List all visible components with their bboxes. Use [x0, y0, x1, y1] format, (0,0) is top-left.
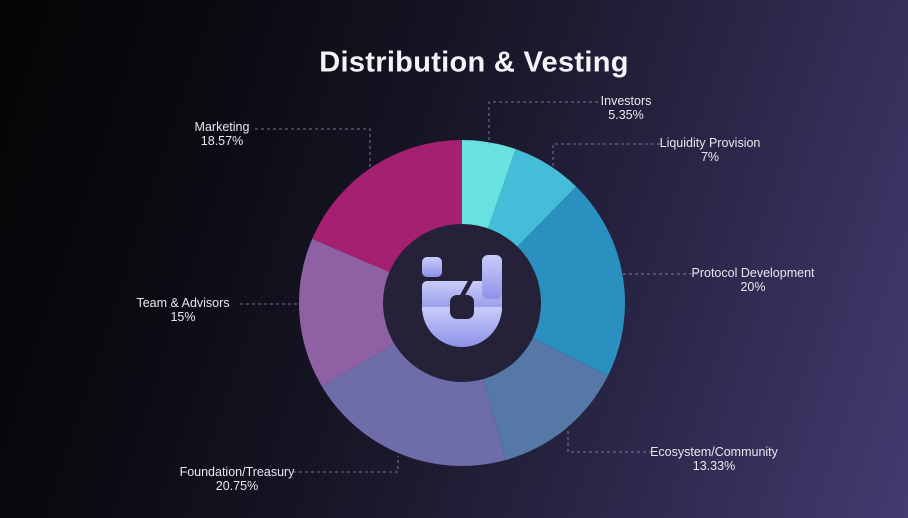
slice-name: Liquidity Provision [659, 136, 761, 150]
donut-slice-team-advisors [298, 238, 462, 387]
slice-name: Protocol Development [691, 266, 815, 280]
slice-label-protocol-development: Protocol Development 20% [691, 266, 815, 294]
leader-lines [240, 101, 698, 473]
slice-name: Team & Advisors [136, 296, 230, 310]
slice-label-investors: Investors 5.35% [600, 94, 652, 122]
leader-line-ecosystem-community [567, 431, 652, 453]
leader-line-liquidity-provision [552, 143, 660, 171]
u-logo-icon [422, 255, 502, 347]
leader-line-investors [488, 101, 598, 145]
chart-title: Distribution & Vesting [319, 46, 629, 79]
slice-label-foundation-treasury: Foundation/Treasury 20.75% [179, 465, 295, 493]
slice-label-team-advisors: Team & Advisors 15% [136, 296, 230, 324]
slice-label-marketing: Marketing 18.57% [194, 120, 250, 148]
slice-name: Investors [600, 94, 652, 108]
slice-name: Marketing [194, 120, 250, 134]
slice-value: 20% [740, 279, 766, 294]
leader-line-foundation-treasury [293, 456, 399, 473]
slice-value: 5.35% [608, 107, 644, 122]
slice-name: Ecosystem/Community [650, 445, 778, 459]
slice-name: Foundation/Treasury [179, 465, 295, 479]
slice-label-liquidity-provision: Liquidity Provision 7% [659, 136, 761, 164]
slice-value: 13.33% [692, 458, 736, 473]
slice-value: 7% [700, 149, 720, 164]
slice-value: 20.75% [215, 478, 259, 493]
leader-line-marketing [255, 128, 371, 169]
slice-label-ecosystem-community: Ecosystem/Community 13.33% [650, 445, 778, 473]
donut-slice-protocol-development [462, 186, 626, 376]
slice-value: 18.57% [200, 133, 244, 148]
slice-value: 15% [170, 309, 196, 324]
